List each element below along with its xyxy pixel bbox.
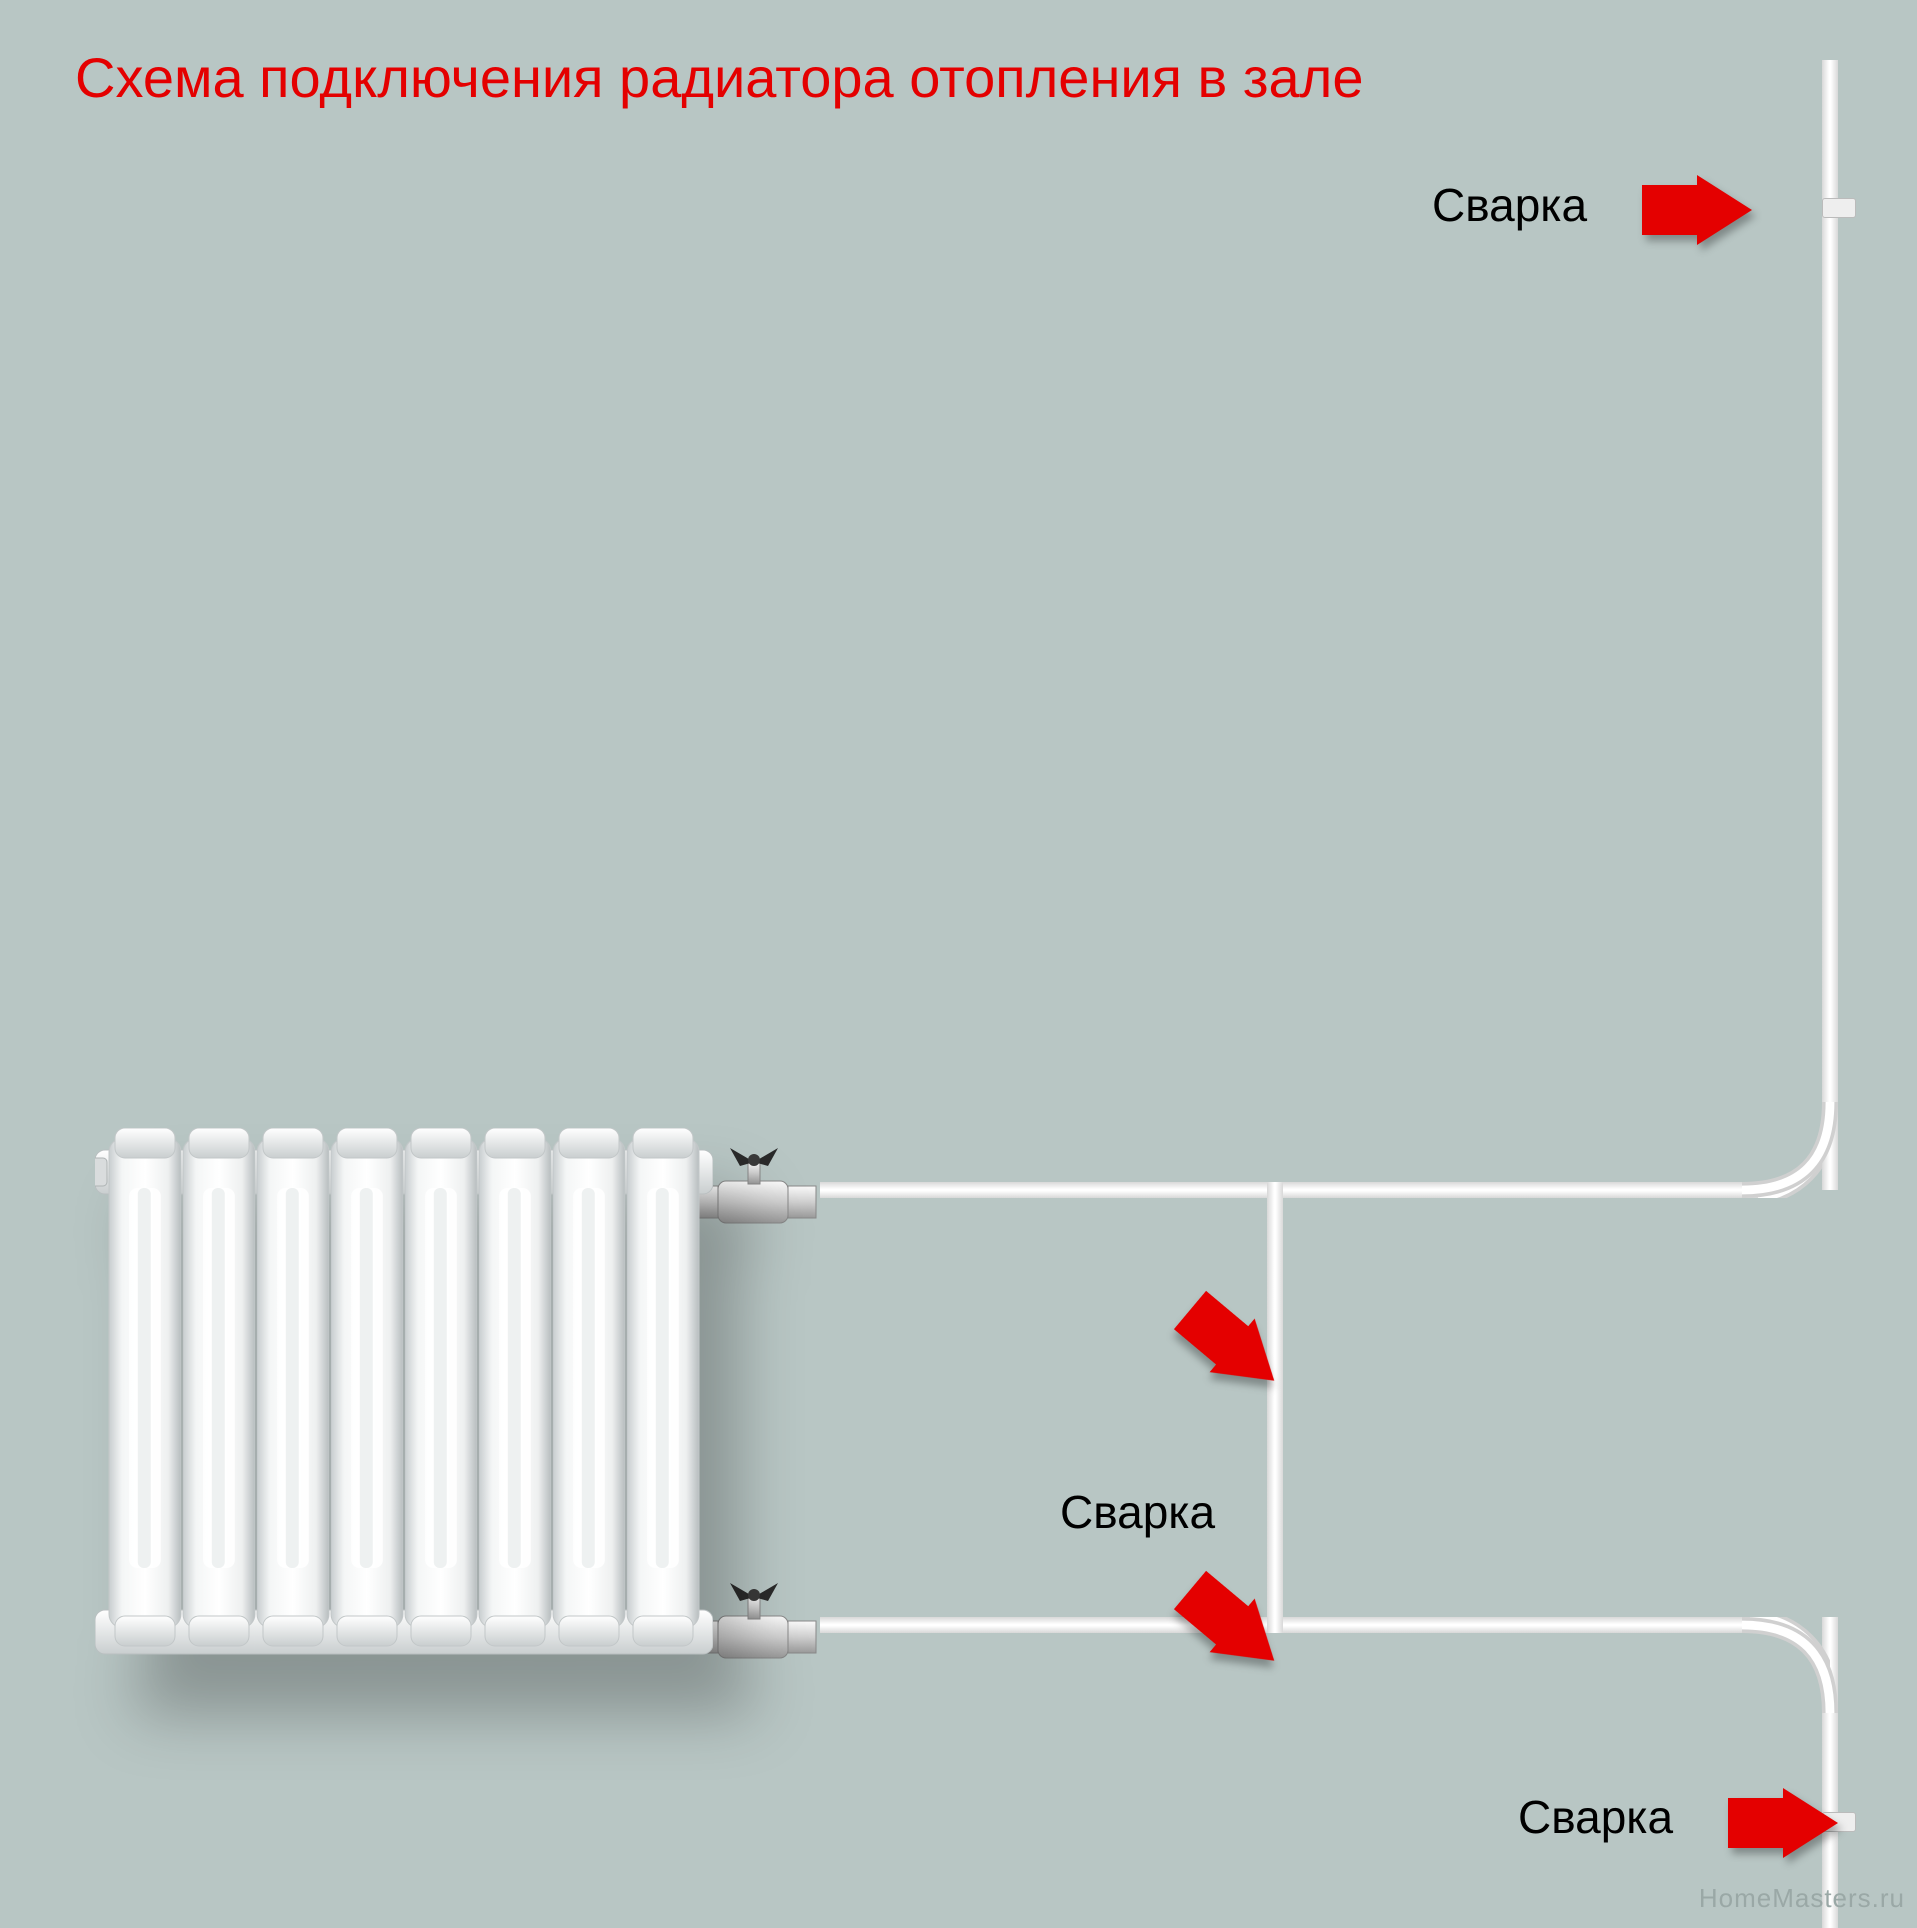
radiator <box>95 1128 713 1683</box>
label-weld-bottom: Сварка <box>1518 1790 1673 1844</box>
arrow-bottom-icon <box>1728 1788 1838 1858</box>
arrow-top-icon <box>1642 175 1752 245</box>
watermark: HomeMasters.ru <box>1699 1883 1905 1914</box>
label-weld-mid: Сварка <box>1060 1485 1215 1539</box>
label-weld-top: Сварка <box>1432 178 1587 232</box>
weld-joint-top <box>1822 198 1856 218</box>
diagram-title: Схема подключения радиатора отопления в … <box>75 45 1364 110</box>
